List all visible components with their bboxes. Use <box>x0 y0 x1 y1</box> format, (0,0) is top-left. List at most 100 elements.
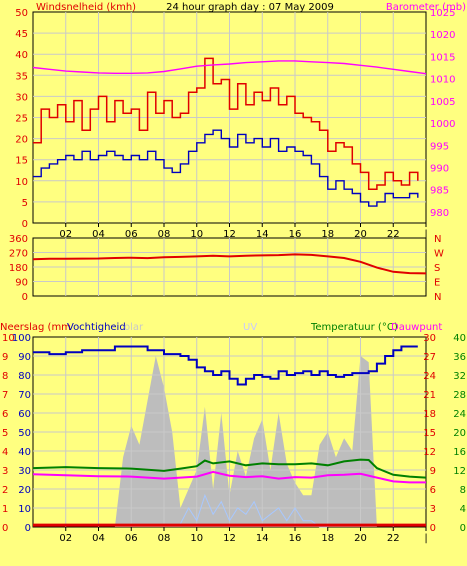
neerslag-tick-label: 4 <box>2 447 8 458</box>
neerslag-tick-label: 7 <box>2 390 8 401</box>
rain-humidity-temperature-series <box>32 345 427 528</box>
solar-tick-label: 21 <box>423 390 436 401</box>
temperature-tick-label: 36 <box>453 352 466 363</box>
temperature-tick-label: 16 <box>453 447 466 458</box>
uv-series-line <box>179 493 328 528</box>
solar-tick-label: 0 <box>430 523 436 534</box>
humidity-tick-label: 70 <box>18 390 31 401</box>
x-tick-label: 04 <box>92 229 105 240</box>
barometer-tick-label: 990 <box>430 163 449 174</box>
solar-label: olar <box>124 322 144 333</box>
direction-degrees-axis: 360 270 180 90 0 <box>9 234 28 303</box>
x-tick-label: 12 <box>223 533 236 544</box>
rain-humidity-temperature-axes: 1098765432101009080706050403020100302724… <box>2 333 466 534</box>
compass-tick-label: W <box>434 249 444 260</box>
temperature-tick-label: 28 <box>453 390 466 401</box>
x-tick-label: 02 <box>59 229 72 240</box>
x-tick-label: 08 <box>158 229 171 240</box>
wind-direction-series-line <box>32 253 427 275</box>
x-tick-label: 22 <box>387 229 400 240</box>
temperature-tick-label: 0 <box>460 523 466 534</box>
temperature-series-line <box>32 458 427 479</box>
solar-tick-label: 30 <box>423 333 436 344</box>
barometer-tick-label: 1005 <box>430 97 455 108</box>
wind-speed-tick-label: 20 <box>15 135 28 146</box>
x-tick-label: 08 <box>158 533 171 544</box>
barometer-tick-label: 1010 <box>430 75 455 86</box>
dewpoint-series-line <box>32 470 426 484</box>
neerslag-tick-label: 0 <box>2 523 8 534</box>
x-tick-label: 06 <box>125 229 138 240</box>
humidity-tick-label: 10 <box>18 504 31 515</box>
x-tick-label: 20 <box>354 229 367 240</box>
temperature-tick-label: 12 <box>453 466 466 477</box>
solar-tick-label: 3 <box>430 504 436 515</box>
humidity-tick-label: 20 <box>18 485 31 496</box>
neerslag-tick-label: 5 <box>2 428 8 439</box>
direction-tick-label: 0 <box>22 292 28 303</box>
temperature-tick-label: 40 <box>453 333 466 344</box>
humidity-tick-label: 40 <box>18 447 31 458</box>
wind-speed-label: Windsnelheid (kmh) <box>36 2 136 13</box>
dauwpunt-label: Dauwpunt <box>391 322 442 333</box>
solar-tick-label: 12 <box>423 447 436 458</box>
neerslag-tick-label: 10 <box>2 333 15 344</box>
temperature-tick-label: 8 <box>460 485 466 496</box>
wind-speed-tick-label: 40 <box>15 50 28 61</box>
humidity-tick-label: 30 <box>18 466 31 477</box>
humidity-tick-label: 60 <box>18 409 31 420</box>
x-tick-label: 22 <box>387 533 400 544</box>
x-tick-label: 14 <box>256 533 269 544</box>
wind-speed-tick-label: 5 <box>22 198 28 209</box>
wind-speed-tick-label: 10 <box>15 177 28 188</box>
barometer-axis: 1025 1020 1015 1010 1005 1000 995 990 985 980 <box>430 8 455 219</box>
temperature-tick-label: 24 <box>453 409 466 420</box>
humidity-tick-label: 100 <box>12 333 31 344</box>
wind-speed-tick-label: 25 <box>15 114 28 125</box>
barometer-tick-label: 980 <box>430 208 449 219</box>
wind-direction-grid <box>33 238 426 296</box>
humidity-series-line <box>33 345 418 386</box>
uv-label: UV <box>243 322 257 333</box>
solar-tick-label: 6 <box>430 485 436 496</box>
wind-speed-tick-label: 30 <box>15 92 28 103</box>
neerslag-tick-label: 2 <box>2 485 8 496</box>
vochtigheid-label: Vochtigheid <box>67 322 126 333</box>
wind-speed-tick-label: 50 <box>15 8 28 19</box>
temperature-tick-label: 32 <box>453 371 466 382</box>
x-tick-label: | <box>424 229 427 240</box>
direction-tick-label: 270 <box>9 249 28 260</box>
barometer-tick-label: 1000 <box>430 119 455 130</box>
humidity-tick-label: 80 <box>18 371 31 382</box>
neerslag-label: Neerslag (mm <box>0 322 71 333</box>
wind-direction-series <box>32 253 427 275</box>
barometer-tick-label: 985 <box>430 186 449 197</box>
wind-time-axis: 02 04 06 08 10 12 14 16 18 20 22 | <box>59 223 428 240</box>
barometer-tick-label: 1015 <box>430 52 455 63</box>
humidity-tick-label: 0 <box>25 523 31 534</box>
humidity-tick-label: 90 <box>18 352 31 363</box>
x-tick-label: 04 <box>92 533 105 544</box>
neerslag-tick-label: 8 <box>2 371 8 382</box>
barometer-tick-label: 1020 <box>430 30 455 41</box>
neerslag-tick-label: 3 <box>2 466 8 477</box>
humidity-tick-label: 50 <box>18 428 31 439</box>
compass-tick-label: E <box>434 278 440 289</box>
x-tick-label: 20 <box>354 533 367 544</box>
neerslag-tick-label: 1 <box>2 504 8 515</box>
x-tick-label: 10 <box>190 229 203 240</box>
x-tick-label: 18 <box>321 533 334 544</box>
x-tick-label: 16 <box>289 229 302 240</box>
barometer-tick-label: 1025 <box>430 8 455 19</box>
wind-speed-tick-label: 35 <box>15 71 28 82</box>
x-tick-label: 16 <box>289 533 302 544</box>
solar-tick-label: 15 <box>423 428 436 439</box>
gust-series-line <box>33 57 419 190</box>
wind-speed-tick-label: 45 <box>15 29 28 40</box>
neerslag-tick-label: 6 <box>2 409 8 420</box>
compass-tick-label: N <box>434 292 441 303</box>
direction-tick-label: 360 <box>9 234 28 245</box>
